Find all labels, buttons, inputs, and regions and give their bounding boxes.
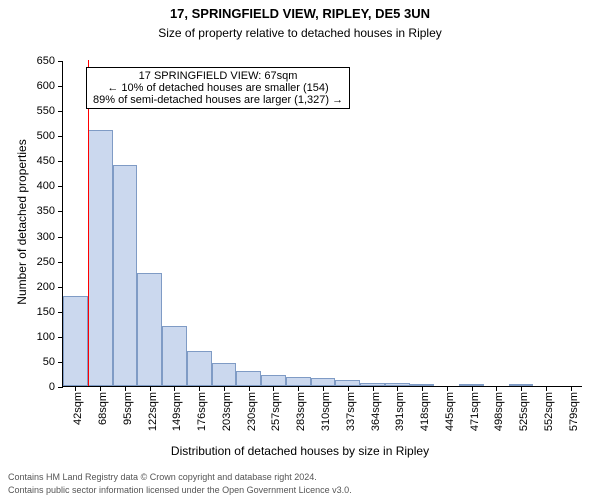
xtick-label: 364sqm bbox=[370, 392, 382, 431]
bar bbox=[162, 326, 187, 386]
xtick-label: 471sqm bbox=[469, 392, 481, 431]
xtick bbox=[422, 386, 423, 391]
xtick bbox=[521, 386, 522, 391]
annotation-line-2: ← 10% of detached houses are smaller (15… bbox=[93, 82, 343, 94]
ytick-label: 500 bbox=[37, 130, 63, 142]
xtick-label: 445sqm bbox=[444, 392, 456, 431]
bar bbox=[261, 375, 286, 386]
ytick-label: 250 bbox=[37, 256, 63, 268]
xtick bbox=[249, 386, 250, 391]
xtick bbox=[125, 386, 126, 391]
xtick bbox=[472, 386, 473, 391]
xtick-label: 42sqm bbox=[72, 392, 84, 425]
ytick-label: 350 bbox=[37, 205, 63, 217]
xtick bbox=[373, 386, 374, 391]
xtick-label: 203sqm bbox=[221, 392, 233, 431]
xtick bbox=[496, 386, 497, 391]
xtick bbox=[150, 386, 151, 391]
ytick-label: 50 bbox=[43, 356, 63, 368]
ytick-label: 0 bbox=[49, 381, 63, 393]
xtick-label: 122sqm bbox=[147, 392, 159, 431]
footer-line-1: Contains HM Land Registry data © Crown c… bbox=[8, 472, 317, 482]
xtick-label: 95sqm bbox=[122, 392, 134, 425]
xtick bbox=[298, 386, 299, 391]
xtick-label: 498sqm bbox=[493, 392, 505, 431]
figure: 17, SPRINGFIELD VIEW, RIPLEY, DE5 3UN Si… bbox=[0, 0, 600, 500]
ytick-label: 450 bbox=[37, 155, 63, 167]
xtick bbox=[174, 386, 175, 391]
xtick bbox=[75, 386, 76, 391]
chart-title: 17, SPRINGFIELD VIEW, RIPLEY, DE5 3UN bbox=[0, 6, 600, 21]
xtick-label: 310sqm bbox=[320, 392, 332, 431]
xtick bbox=[447, 386, 448, 391]
xtick-label: 391sqm bbox=[394, 392, 406, 431]
xtick-label: 283sqm bbox=[295, 392, 307, 431]
bar bbox=[286, 377, 311, 386]
y-axis-label: Number of detached properties bbox=[15, 122, 29, 322]
ytick-label: 550 bbox=[37, 105, 63, 117]
chart-subtitle: Size of property relative to detached ho… bbox=[0, 26, 600, 40]
xtick-label: 149sqm bbox=[171, 392, 183, 431]
bars-layer bbox=[63, 61, 582, 386]
bar bbox=[187, 351, 212, 386]
ytick-label: 600 bbox=[37, 80, 63, 92]
bar bbox=[311, 378, 336, 386]
annotation-line-1: 17 SPRINGFIELD VIEW: 67sqm bbox=[93, 70, 343, 82]
xtick bbox=[323, 386, 324, 391]
xtick-label: 579sqm bbox=[568, 392, 580, 431]
xtick-label: 176sqm bbox=[196, 392, 208, 431]
x-axis-label: Distribution of detached houses by size … bbox=[0, 444, 600, 458]
bar bbox=[212, 363, 237, 386]
xtick-label: 418sqm bbox=[419, 392, 431, 431]
xtick bbox=[199, 386, 200, 391]
ytick-label: 200 bbox=[37, 281, 63, 293]
ytick-label: 400 bbox=[37, 180, 63, 192]
ytick-label: 650 bbox=[37, 55, 63, 67]
annotation-box: 17 SPRINGFIELD VIEW: 67sqm ← 10% of deta… bbox=[86, 67, 350, 109]
xtick bbox=[224, 386, 225, 391]
xtick-label: 68sqm bbox=[97, 392, 109, 425]
plot-area: 050100150200250300350400450500550600650 … bbox=[62, 61, 582, 387]
bar bbox=[113, 165, 138, 386]
xtick bbox=[100, 386, 101, 391]
xtick bbox=[348, 386, 349, 391]
xtick-label: 337sqm bbox=[345, 392, 357, 431]
xtick-label: 257sqm bbox=[270, 392, 282, 431]
ytick-label: 150 bbox=[37, 306, 63, 318]
bar bbox=[88, 130, 113, 386]
bar bbox=[63, 296, 88, 386]
annotation-line-3: 89% of semi-detached houses are larger (… bbox=[93, 94, 343, 106]
footer-line-2: Contains public sector information licen… bbox=[8, 485, 352, 495]
ytick-label: 300 bbox=[37, 231, 63, 243]
xtick-label: 525sqm bbox=[518, 392, 530, 431]
ytick-label: 100 bbox=[37, 331, 63, 343]
xtick-label: 552sqm bbox=[543, 392, 555, 431]
xtick bbox=[397, 386, 398, 391]
xtick bbox=[546, 386, 547, 391]
xtick bbox=[571, 386, 572, 391]
bar bbox=[137, 273, 162, 386]
xtick bbox=[273, 386, 274, 391]
bar bbox=[236, 371, 261, 386]
xtick-label: 230sqm bbox=[246, 392, 258, 431]
